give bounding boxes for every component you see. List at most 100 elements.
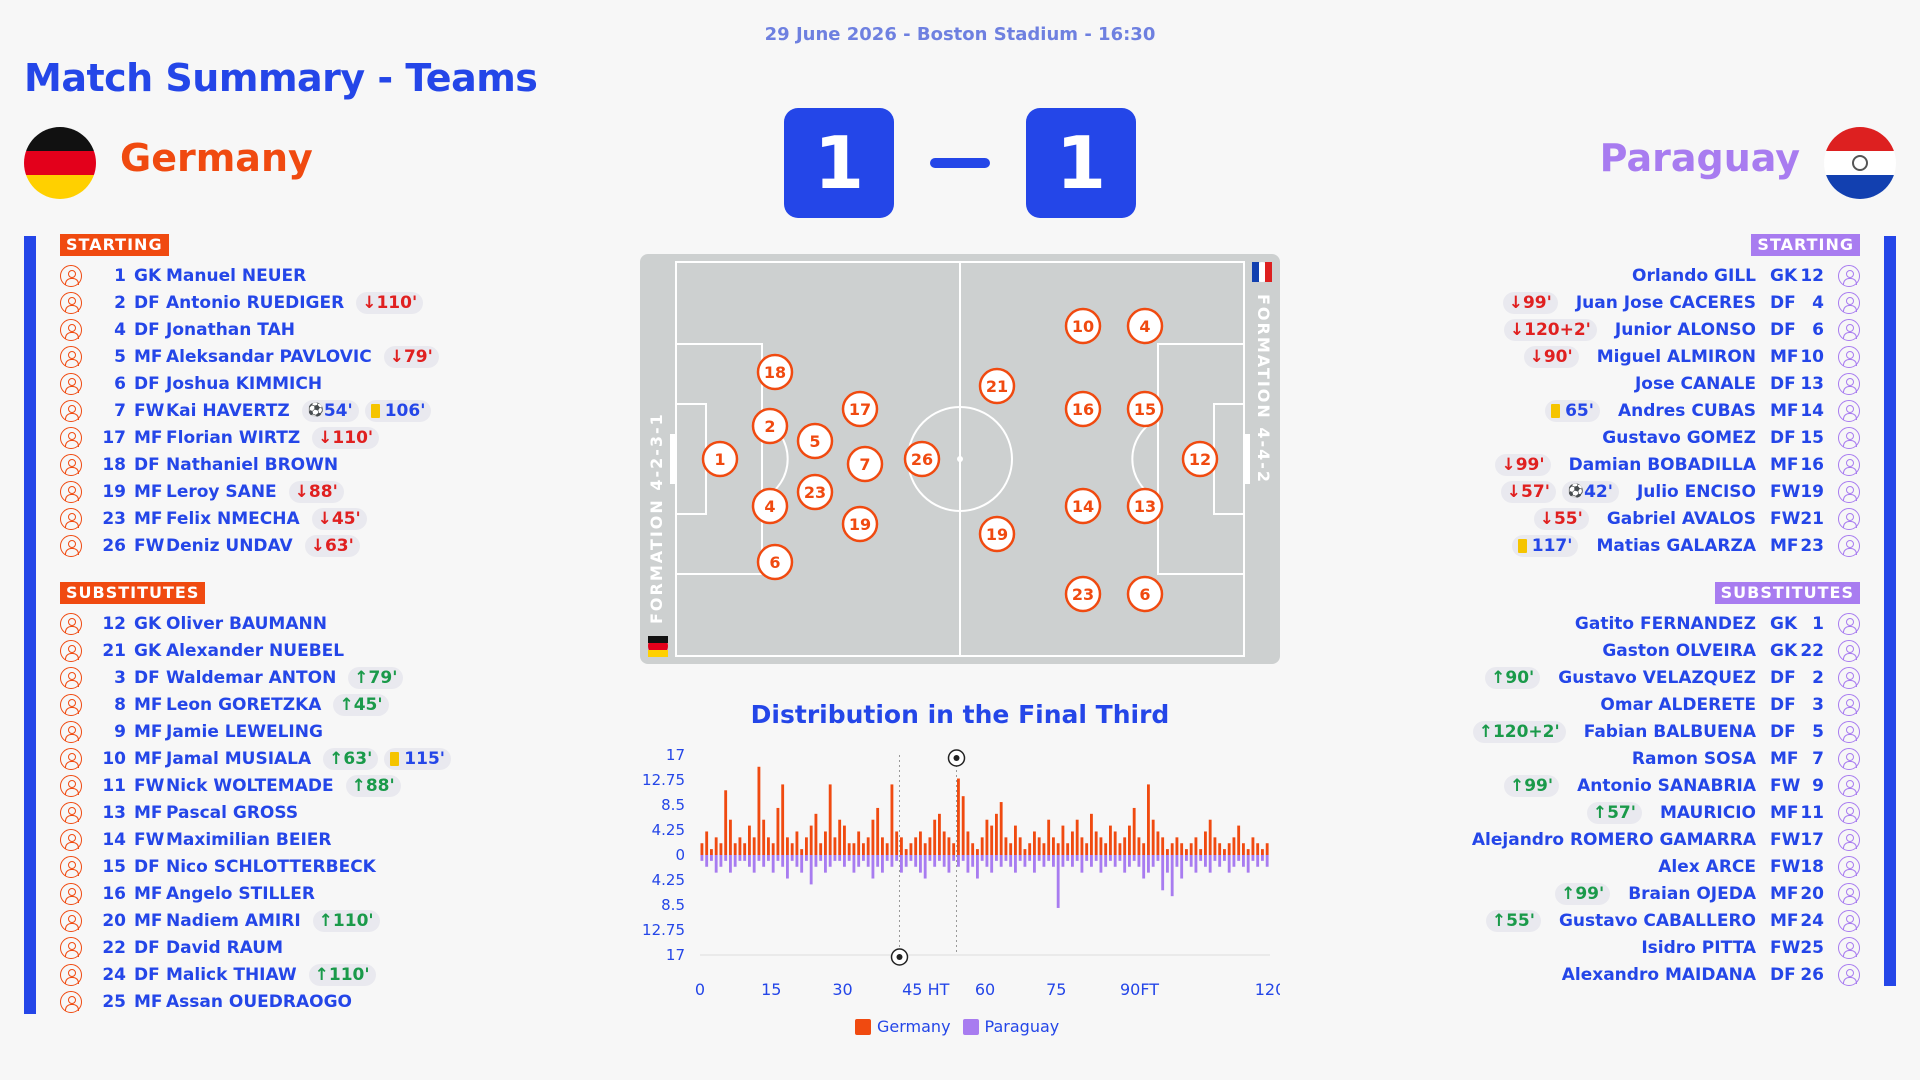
player-avatar-icon xyxy=(1838,909,1860,932)
player-row[interactable]: 25 MF Assan OUEDRAOGO xyxy=(60,988,457,1015)
player-row[interactable]: 2 DF Antonio RUEDIGER ↓ 110' xyxy=(60,289,445,316)
player-number: 1 xyxy=(114,265,126,286)
paraguay-bar xyxy=(1256,855,1260,867)
player-position: DF xyxy=(1770,721,1796,742)
player-name: Leon GORETZKA xyxy=(166,694,322,715)
pitch-player-marker[interactable]: 17 xyxy=(841,390,879,428)
player-row[interactable]: 21 GK Alexander NUEBEL xyxy=(60,637,457,664)
player-row[interactable]: 17 MF Florian WIRTZ ↓ 110' xyxy=(60,424,445,451)
player-row[interactable]: ↑ 90' Gustavo VELAZQUEZ DF 2 xyxy=(1460,664,1860,691)
away-score: 1 xyxy=(1026,108,1136,218)
player-row[interactable]: Alejandro ROMERO GAMARRA FW 17 xyxy=(1460,826,1860,853)
player-row[interactable]: 1 GK Manuel NEUER xyxy=(60,262,445,289)
player-row[interactable]: Isidro PITTA FW 25 xyxy=(1460,934,1860,961)
player-row[interactable]: Orlando GILL GK 12 xyxy=(1495,262,1860,289)
player-row[interactable]: 9 MF Jamie LEWELING xyxy=(60,718,457,745)
germany-bar xyxy=(1213,837,1217,855)
player-number: 7 xyxy=(114,400,126,421)
player-row[interactable]: 20 MF Nadiem AMIRI ↑ 110' xyxy=(60,907,457,934)
player-row[interactable]: Jose CANALE DF 13 xyxy=(1495,370,1860,397)
player-row[interactable]: ↑ 99' Braian OJEDA MF 20 xyxy=(1460,880,1860,907)
match-subtitle: 29 June 2026 - Boston Stadium - 16:30 xyxy=(764,24,1156,45)
player-row[interactable]: 23 MF Felix NMECHA ↓ 45' xyxy=(60,505,445,532)
pitch-player-marker[interactable]: 19 xyxy=(841,505,879,543)
player-row[interactable]: ↓ 90' Miguel ALMIRON MF 10 xyxy=(1495,343,1860,370)
player-row[interactable]: Gatito FERNANDEZ GK 1 xyxy=(1460,610,1860,637)
chart-legend: Germany Paraguay xyxy=(855,1017,1059,1036)
paraguay-bar xyxy=(776,855,780,861)
player-row[interactable]: 13 MF Pascal GROSS xyxy=(60,799,457,826)
player-row[interactable]: 117' Matias GALARZA MF 23 xyxy=(1495,532,1860,559)
pitch-player-marker[interactable]: 18 xyxy=(756,353,794,391)
player-row[interactable]: Alexandro MAIDANA DF 26 xyxy=(1460,961,1860,988)
player-row[interactable]: 12 GK Oliver BAUMANN xyxy=(60,610,457,637)
pitch-player-marker[interactable]: 12 xyxy=(1181,440,1219,478)
player-row[interactable]: 6 DF Joshua KIMMICH xyxy=(60,370,445,397)
pitch-player-marker[interactable]: 23 xyxy=(796,473,834,511)
pitch-player-marker[interactable]: 4 xyxy=(1126,307,1164,345)
pitch-player-marker[interactable]: 15 xyxy=(1126,390,1164,428)
player-row[interactable]: 4 DF Jonathan TAH xyxy=(60,316,445,343)
pitch-player-number: 5 xyxy=(809,432,820,451)
player-row[interactable]: ↑ 99' Antonio SANABRIA FW 9 xyxy=(1460,772,1860,799)
pitch-player-marker[interactable]: 2 xyxy=(751,407,789,445)
player-row[interactable]: 11 FW Nick WOLTEMADE ↑ 88' xyxy=(60,772,457,799)
home-team-name: Germany xyxy=(120,136,313,180)
player-row[interactable]: ↓ 55' Gabriel AVALOS FW 21 xyxy=(1495,505,1860,532)
player-row[interactable]: ↓ 120+2' Junior ALONSO DF 6 xyxy=(1495,316,1860,343)
player-row[interactable]: Alex ARCE FW 18 xyxy=(1460,853,1860,880)
pitch-player-marker[interactable]: 16 xyxy=(1064,390,1102,428)
player-avatar-icon xyxy=(1838,801,1860,824)
player-row[interactable]: ↑ 120+2' Fabian BALBUENA DF 5 xyxy=(1460,718,1860,745)
pitch-player-marker[interactable]: 10 xyxy=(1064,307,1102,345)
player-avatar-icon xyxy=(1838,720,1860,743)
pitch-player-marker[interactable]: 14 xyxy=(1064,487,1102,525)
player-row[interactable]: Ramon SOSA MF 7 xyxy=(1460,745,1860,772)
pitch-player-marker[interactable]: 19 xyxy=(978,515,1016,553)
pitch-player-marker[interactable]: 6 xyxy=(756,543,794,581)
player-row[interactable]: ↓ 99' Juan Jose CACERES DF 4 xyxy=(1495,289,1860,316)
pitch-player-marker[interactable]: 13 xyxy=(1126,487,1164,525)
player-row[interactable]: 19 MF Leroy SANE ↓ 88' xyxy=(60,478,445,505)
paraguay-bar xyxy=(1037,855,1041,861)
player-row[interactable]: 3 DF Waldemar ANTON ↑ 79' xyxy=(60,664,457,691)
player-row[interactable]: ↑ 55' Gustavo CABALLERO MF 24 xyxy=(1460,907,1860,934)
player-row[interactable]: Omar ALDERETE DF 3 xyxy=(1460,691,1860,718)
pitch-player-marker[interactable]: 5 xyxy=(796,422,834,460)
player-position: MF xyxy=(1770,454,1799,475)
germany-bar xyxy=(900,837,903,855)
pitch-player-number: 2 xyxy=(764,417,775,436)
player-row[interactable]: ↑ 57' MAURICIO MF 11 xyxy=(1460,799,1860,826)
paraguay-bar xyxy=(1242,855,1245,867)
player-row[interactable]: 26 FW Deniz UNDAV ↓ 63' xyxy=(60,532,445,559)
player-row[interactable]: Gaston OLVEIRA GK 22 xyxy=(1460,637,1860,664)
player-row[interactable]: 15 DF Nico SCHLOTTERBECK xyxy=(60,853,457,880)
paraguay-bar xyxy=(923,855,927,879)
pitch-player-marker[interactable]: 1 xyxy=(701,440,739,478)
pitch-player-marker[interactable]: 21 xyxy=(978,367,1016,405)
player-row[interactable]: 24 DF Malick THIAW ↑ 110' xyxy=(60,961,457,988)
paraguay-bar xyxy=(990,855,994,873)
player-row[interactable]: 14 FW Maximilian BEIER xyxy=(60,826,457,853)
player-row[interactable]: 7 FW Kai HAVERTZ ⚽ 54' 106' xyxy=(60,397,445,424)
paraguay-bar xyxy=(1175,855,1179,867)
player-row[interactable]: ↓ 57' ⚽ 42' Julio ENCISO FW 19 xyxy=(1495,478,1860,505)
arrow-down-icon: ↓ xyxy=(362,292,377,313)
pitch-player-marker[interactable]: 6 xyxy=(1126,575,1164,613)
player-row[interactable]: 10 MF Jamal MUSIALA ↑ 63' 115' xyxy=(60,745,457,772)
pitch-player-marker[interactable]: 4 xyxy=(751,487,789,525)
pitch-player-marker[interactable]: 26 xyxy=(903,440,941,478)
player-row[interactable]: 65' Andres CUBAS MF 14 xyxy=(1495,397,1860,424)
player-row[interactable]: 16 MF Angelo STILLER xyxy=(60,880,457,907)
player-row[interactable]: 5 MF Aleksandar PAVLOVIC ↓ 79' xyxy=(60,343,445,370)
pitch-player-marker[interactable]: 23 xyxy=(1064,575,1102,613)
player-row[interactable]: ↓ 99' Damian BOBADILLA MF 16 xyxy=(1495,451,1860,478)
player-row[interactable]: 18 DF Nathaniel BROWN xyxy=(60,451,445,478)
pitch-player-marker[interactable]: 7 xyxy=(846,445,884,483)
player-row[interactable]: Gustavo GOMEZ DF 15 xyxy=(1495,424,1860,451)
player-number: 2 xyxy=(114,292,126,313)
paraguay-bar xyxy=(1094,855,1098,861)
event-minute: 99' xyxy=(1524,775,1554,796)
player-row[interactable]: 8 MF Leon GORETZKA ↑ 45' xyxy=(60,691,457,718)
player-row[interactable]: 22 DF David RAUM xyxy=(60,934,457,961)
